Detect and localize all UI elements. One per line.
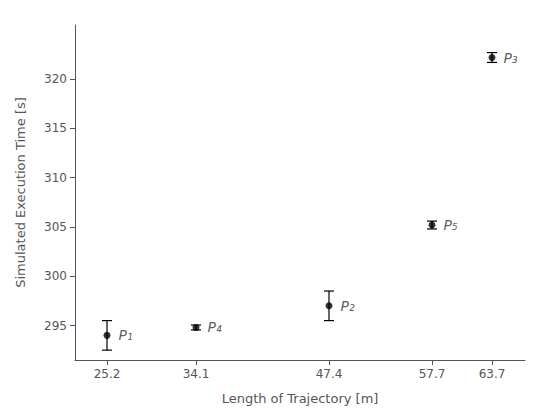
svg-text:300: 300 — [44, 269, 67, 283]
svg-text:310: 310 — [44, 171, 67, 185]
svg-text:P₂: P₂ — [341, 298, 355, 314]
svg-text:P₃: P₃ — [504, 50, 518, 66]
svg-text:Length of Trajectory [m]: Length of Trajectory [m] — [222, 391, 379, 406]
svg-text:Simulated Execution Time [s]: Simulated Execution Time [s] — [13, 97, 28, 288]
svg-text:34.1: 34.1 — [183, 367, 210, 381]
svg-text:P₁: P₁ — [119, 327, 133, 343]
svg-text:57.7: 57.7 — [419, 367, 446, 381]
svg-text:47.4: 47.4 — [316, 367, 343, 381]
svg-text:P₅: P₅ — [444, 217, 458, 233]
svg-text:305: 305 — [44, 220, 67, 234]
svg-text:P₄: P₄ — [208, 319, 222, 335]
svg-text:320: 320 — [44, 72, 67, 86]
svg-text:315: 315 — [44, 121, 67, 135]
svg-text:63.7: 63.7 — [479, 367, 506, 381]
svg-text:25.2: 25.2 — [94, 367, 121, 381]
svg-text:295: 295 — [44, 319, 67, 333]
